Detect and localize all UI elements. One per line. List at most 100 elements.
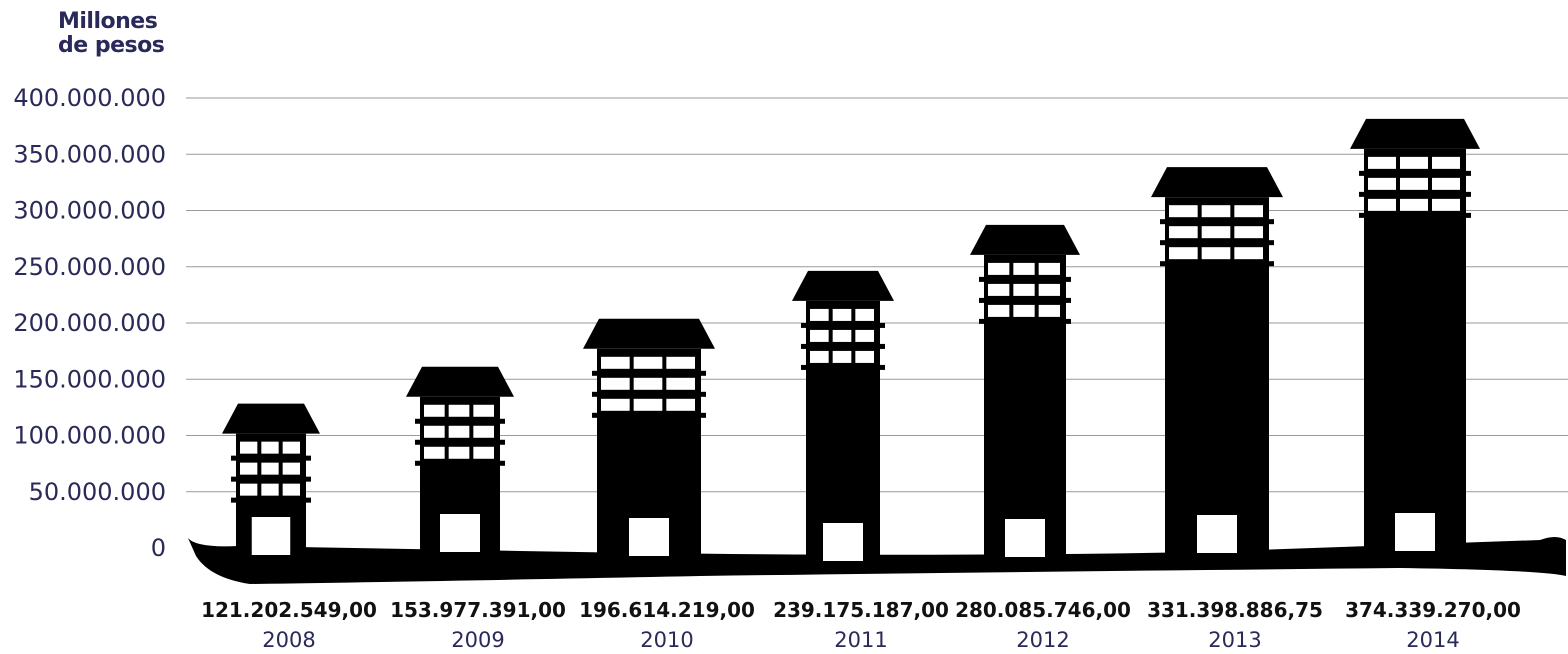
bar-window	[601, 377, 630, 390]
bar-window	[261, 462, 279, 475]
y-axis-ticks: 0 50.000.000 100.000.000 150.000.000 200.000…	[13, 84, 166, 562]
bar-ledge	[979, 297, 1071, 303]
category-label: 2009	[451, 628, 504, 652]
bar-2014	[1350, 118, 1480, 551]
bar-window	[448, 404, 470, 417]
bar-window	[666, 398, 695, 411]
y-tick-label: 300.000.000	[13, 197, 166, 225]
bar-ledge	[231, 497, 311, 503]
y-tick-label: 150.000.000	[13, 365, 166, 393]
bar-ledge	[1359, 170, 1471, 176]
bar-window	[855, 329, 874, 342]
bar-window	[1400, 198, 1428, 211]
bar-window	[261, 441, 279, 454]
y-axis-title: Millones de pesos	[58, 10, 178, 58]
value-label: 374.339.270,00	[1345, 598, 1521, 622]
bar-2009	[406, 366, 514, 552]
bar-window	[1169, 226, 1198, 239]
bar-roof	[583, 318, 715, 349]
bar-window	[1038, 262, 1060, 275]
bar-door	[1005, 519, 1045, 557]
bar-window	[666, 356, 695, 369]
value-label: 121.202.549,00	[201, 598, 377, 622]
y-axis-title-line-2: de pesos	[58, 33, 165, 58]
bar-window	[633, 377, 663, 390]
y-tick-label: 400.000.000	[13, 84, 166, 112]
bar-door	[629, 518, 669, 556]
bar-window	[832, 329, 852, 342]
bar-window	[1201, 226, 1231, 239]
bar-window	[1169, 205, 1198, 218]
bar-window	[261, 483, 279, 496]
y-tick-label: 250.000.000	[13, 253, 166, 281]
value-label: 331.398.886,75	[1147, 598, 1323, 622]
bar-ledge	[801, 322, 885, 328]
bar-window	[1368, 177, 1396, 190]
bar-window	[1013, 304, 1035, 317]
bar-2011	[792, 270, 894, 561]
y-tick-label: 50.000.000	[29, 478, 166, 506]
value-label: 153.977.391,00	[390, 598, 566, 622]
bar-door	[440, 514, 480, 552]
bar-window	[424, 404, 445, 417]
bar-2008	[222, 403, 320, 555]
category-label: 2014	[1406, 628, 1459, 652]
bar-ledge	[979, 276, 1071, 282]
bar-window	[601, 398, 630, 411]
bar-window	[988, 283, 1010, 296]
bar-ledge	[801, 364, 885, 370]
bar-roof	[1350, 118, 1480, 149]
bar-window	[240, 462, 258, 475]
bar-ledge	[1160, 261, 1274, 267]
bar-window	[1432, 156, 1460, 169]
bar-window	[855, 350, 874, 363]
category-labels: 121.202.549,00 2008 153.977.391,00 2009 196.…	[201, 598, 1521, 652]
bar-ledge	[231, 476, 311, 482]
bar-2013	[1151, 167, 1283, 553]
bar-window	[240, 441, 258, 454]
bar-door	[823, 523, 863, 561]
bar-window	[1234, 205, 1263, 218]
bar-window	[240, 483, 258, 496]
bar-ledge	[1359, 191, 1471, 197]
bar-window	[666, 377, 695, 390]
bar-window	[473, 446, 494, 459]
bar-door	[251, 517, 291, 555]
bar-ledge	[231, 455, 311, 461]
bar-ledge	[979, 318, 1071, 324]
bar-ledge	[415, 418, 505, 424]
bar-window	[1368, 198, 1396, 211]
bar-window	[988, 304, 1010, 317]
bar-window	[601, 356, 630, 369]
bar-window	[810, 308, 829, 321]
bar-door	[1197, 515, 1237, 553]
bar-2010	[583, 318, 715, 556]
bar-window	[1234, 247, 1263, 260]
bar-ledge	[592, 370, 706, 376]
bar-window	[424, 446, 445, 459]
bar-window	[448, 446, 470, 459]
bar-window	[1368, 156, 1396, 169]
bar-ledge	[415, 460, 505, 466]
bar-window	[1234, 226, 1263, 239]
category-label: 2010	[640, 628, 693, 652]
bar-window	[832, 350, 852, 363]
bar-window	[1432, 198, 1460, 211]
bar-door	[1395, 513, 1435, 551]
y-tick-label: 0	[151, 534, 166, 562]
value-label: 239.175.187,00	[773, 598, 949, 622]
bar-ledge	[1160, 219, 1274, 225]
bar-window	[810, 329, 829, 342]
bar-window	[855, 308, 874, 321]
bar-roof	[1151, 167, 1283, 198]
category-label: 2012	[1016, 628, 1069, 652]
bar-window	[282, 483, 300, 496]
bar-roof	[222, 403, 320, 434]
bar-window	[1013, 283, 1035, 296]
value-label: 196.614.219,00	[579, 598, 755, 622]
bar-window	[1038, 304, 1060, 317]
bar-ledge	[592, 391, 706, 397]
bar-roof	[792, 270, 894, 301]
bar-ledge	[1359, 212, 1471, 218]
